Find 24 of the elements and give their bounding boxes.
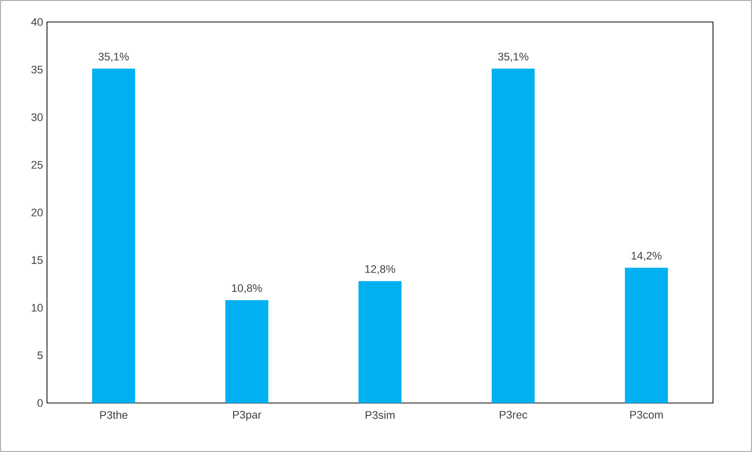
y-tick-label: 20 (32, 208, 43, 216)
bar (358, 281, 402, 403)
x-tick-label: P3com (630, 410, 663, 419)
x-tick-label: P3par (233, 410, 262, 421)
y-tick-label: 25 (32, 160, 43, 169)
y-tick-label: 30 (31, 113, 43, 122)
y-tick-label: 40 (31, 18, 43, 26)
x-tick-label: P3sim (366, 410, 395, 419)
bar (624, 268, 668, 403)
x-tick-label: P3rec (500, 410, 528, 419)
bar (92, 68, 136, 403)
y-tick-label: 0 (37, 399, 43, 407)
data-label: 35,1% (498, 52, 528, 62)
y-tick-label: 35 (31, 66, 43, 74)
y-tick-label: 15 (32, 256, 43, 264)
y-tick-label: 5 (38, 352, 43, 360)
data-label: 10,8% (232, 284, 262, 294)
y-tick-label: 10 (32, 304, 43, 312)
data-label: 35,1% (98, 52, 129, 62)
x-tick-label: P3the (100, 410, 128, 419)
bar (225, 300, 268, 403)
data-label: 14,2% (632, 252, 662, 261)
data-label: 12,8% (365, 265, 396, 274)
bar (492, 68, 535, 403)
